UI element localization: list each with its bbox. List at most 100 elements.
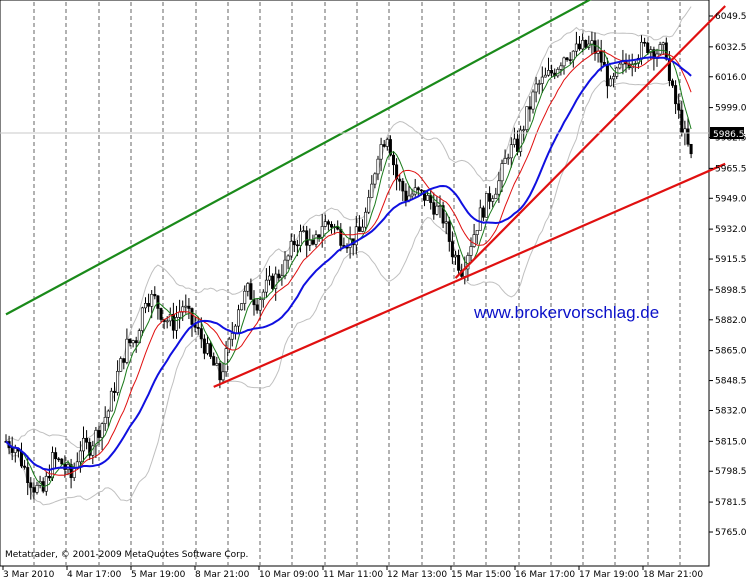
candle-body — [150, 294, 154, 307]
lower-band — [5, 79, 692, 506]
y-tick-label: 5832.0 — [715, 406, 747, 416]
x-tick-label: 3 Mar 2010 — [3, 570, 55, 580]
y-tick-label: 5765.0 — [715, 528, 747, 538]
candle — [243, 285, 247, 311]
candle-body — [506, 157, 510, 160]
candle — [395, 158, 399, 191]
candle — [103, 406, 107, 432]
candle-body — [190, 308, 194, 325]
candle-body — [450, 241, 454, 258]
candle-body — [69, 464, 73, 478]
candle — [323, 214, 327, 228]
candle — [519, 125, 523, 157]
plot-frame — [0, 0, 710, 567]
candle — [543, 67, 547, 78]
ma-slow-line — [5, 56, 692, 472]
candle-body — [57, 458, 61, 461]
candle-body — [212, 356, 216, 366]
candle — [128, 338, 132, 347]
y-tick-label: 5898.5 — [715, 286, 747, 296]
candle-body — [47, 475, 51, 479]
candle — [376, 155, 380, 181]
candle — [88, 438, 92, 460]
y-tick-label: 6016.0 — [715, 73, 747, 83]
candle-body — [144, 303, 148, 309]
candle-body — [323, 221, 327, 227]
candle-body — [54, 452, 58, 460]
candle-body — [475, 230, 479, 235]
candle — [153, 286, 157, 300]
candle-body — [85, 437, 89, 443]
candle-body — [581, 40, 585, 50]
candle-body — [237, 309, 241, 327]
candle — [581, 33, 585, 53]
candle-body — [612, 76, 616, 80]
candle — [29, 477, 33, 500]
candle-body — [224, 348, 228, 373]
candle-body — [515, 138, 519, 152]
candle — [435, 196, 439, 216]
candle-body — [534, 83, 538, 93]
candle-body — [292, 240, 296, 246]
candle-body — [419, 189, 423, 192]
candle-body — [286, 255, 290, 261]
candle — [54, 447, 58, 469]
candle — [277, 269, 281, 282]
candle — [686, 117, 690, 147]
candle — [488, 186, 492, 210]
candle-body — [432, 202, 436, 215]
x-tick-label: 17 Mar 19:00 — [579, 570, 639, 580]
candle — [209, 341, 213, 360]
candle — [184, 294, 188, 314]
candle-body — [35, 485, 39, 493]
candle-body — [590, 40, 594, 45]
candle — [364, 207, 368, 231]
candle — [131, 339, 135, 348]
candle-body — [522, 129, 526, 131]
candle-body — [314, 234, 318, 245]
candle — [531, 89, 535, 114]
x-tick-label: 18 Mar 21:00 — [643, 570, 703, 580]
candle — [187, 298, 191, 320]
candle — [475, 230, 479, 245]
candle — [522, 125, 526, 142]
candle — [317, 234, 321, 242]
candle-body — [565, 57, 569, 60]
candle-body — [677, 103, 681, 111]
candle-body — [391, 154, 395, 166]
candle-body — [416, 187, 420, 191]
candle-body — [593, 40, 597, 54]
candle — [608, 75, 612, 87]
candlesticks — [4, 31, 693, 500]
candle — [674, 80, 678, 114]
candle-body — [559, 65, 563, 70]
candle-body — [426, 195, 430, 201]
candle — [370, 175, 374, 198]
candle-body — [379, 144, 383, 160]
candle — [357, 215, 361, 232]
candle — [382, 140, 386, 148]
candle-body — [568, 59, 572, 61]
y-tick-label: 5932.0 — [715, 225, 747, 235]
candle-body — [484, 193, 488, 218]
candle-body — [404, 190, 408, 202]
candle — [113, 382, 117, 402]
candle-body — [497, 180, 501, 195]
candle-body — [119, 358, 123, 372]
candle — [94, 426, 98, 459]
candle-body — [447, 221, 451, 242]
candle-body — [258, 299, 262, 311]
candle — [85, 430, 89, 450]
candle — [646, 41, 650, 56]
candle-body — [103, 417, 107, 424]
candle-body — [178, 311, 182, 318]
candle-body — [376, 158, 380, 175]
candle-body — [546, 70, 550, 76]
candle-body — [308, 239, 312, 246]
candle — [122, 358, 126, 370]
candle — [568, 52, 572, 65]
candle — [432, 192, 436, 220]
candle — [618, 62, 622, 70]
trendlines — [5, 0, 726, 388]
candle-body — [367, 197, 371, 213]
